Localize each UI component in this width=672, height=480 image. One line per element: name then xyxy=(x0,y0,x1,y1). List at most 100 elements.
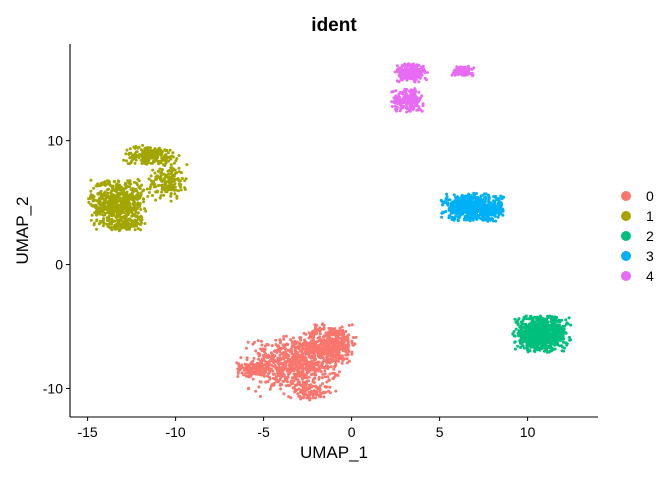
data-point xyxy=(489,203,493,207)
data-point xyxy=(402,95,406,99)
data-point xyxy=(340,361,344,365)
data-point xyxy=(124,224,128,228)
y-axis-label: UMAP_2 xyxy=(13,196,32,264)
data-point xyxy=(408,109,412,113)
data-point xyxy=(148,187,152,191)
data-point xyxy=(410,102,414,106)
data-point xyxy=(486,213,489,217)
legend-marker-2 xyxy=(621,231,631,241)
data-point xyxy=(239,356,243,360)
data-point xyxy=(472,205,476,209)
data-point xyxy=(488,205,492,209)
data-point xyxy=(180,176,184,180)
data-point xyxy=(133,228,137,232)
data-point xyxy=(110,228,114,232)
data-point xyxy=(173,182,177,186)
data-point xyxy=(330,358,334,362)
data-point xyxy=(412,77,416,81)
data-point xyxy=(103,207,106,211)
data-point xyxy=(170,154,174,158)
data-point xyxy=(344,343,348,347)
data-point xyxy=(101,195,104,199)
data-point xyxy=(454,195,458,199)
data-point xyxy=(527,348,531,352)
data-point xyxy=(544,324,547,327)
data-point xyxy=(244,371,248,375)
data-point xyxy=(540,341,544,344)
data-point xyxy=(298,336,302,340)
data-point xyxy=(543,328,547,332)
data-point xyxy=(128,197,131,201)
data-point xyxy=(287,395,291,399)
data-point xyxy=(500,207,504,211)
data-point xyxy=(530,333,534,337)
data-point xyxy=(154,198,158,202)
data-point xyxy=(460,67,464,71)
data-point xyxy=(499,201,503,205)
data-point xyxy=(248,367,251,371)
data-point xyxy=(291,386,295,390)
data-point xyxy=(397,96,400,100)
data-point xyxy=(177,182,181,186)
data-point xyxy=(170,188,174,192)
data-point xyxy=(140,183,144,187)
data-point xyxy=(497,202,501,206)
data-point xyxy=(251,377,255,381)
data-point xyxy=(117,220,121,224)
data-point xyxy=(529,336,533,340)
data-point xyxy=(140,218,144,222)
data-point xyxy=(327,330,331,334)
data-point xyxy=(494,196,498,200)
data-point xyxy=(424,78,428,82)
data-point xyxy=(277,362,281,366)
data-point xyxy=(125,190,129,194)
data-point xyxy=(314,330,318,334)
data-point xyxy=(493,202,497,206)
data-point xyxy=(401,98,405,102)
data-point xyxy=(414,90,417,94)
data-point xyxy=(531,318,535,322)
data-point xyxy=(304,340,308,344)
data-point xyxy=(490,211,493,215)
data-point xyxy=(172,188,176,192)
data-point xyxy=(282,361,286,365)
data-point xyxy=(296,374,300,377)
data-point xyxy=(513,340,517,344)
data-point xyxy=(292,369,296,373)
data-point xyxy=(246,387,250,391)
data-point xyxy=(465,216,469,220)
data-point xyxy=(169,199,173,203)
data-point xyxy=(322,334,326,338)
data-point xyxy=(408,68,412,72)
data-point xyxy=(411,108,415,111)
data-point xyxy=(284,360,288,363)
data-point xyxy=(522,322,526,326)
data-point xyxy=(268,387,272,391)
data-point xyxy=(321,360,325,364)
data-point xyxy=(405,110,409,114)
data-point xyxy=(421,66,425,70)
legend-marker-4 xyxy=(621,271,631,281)
data-point xyxy=(518,341,522,345)
data-point xyxy=(266,353,270,357)
data-point xyxy=(151,182,155,186)
data-point xyxy=(413,87,417,91)
data-point xyxy=(475,202,478,206)
data-point xyxy=(306,393,310,397)
data-point xyxy=(270,344,274,348)
data-point xyxy=(294,389,298,393)
data-point xyxy=(253,366,257,370)
data-point xyxy=(313,323,317,327)
data-point xyxy=(314,392,318,396)
data-point xyxy=(539,347,542,351)
data-point xyxy=(406,68,410,72)
data-point xyxy=(327,339,331,343)
data-point xyxy=(537,333,541,337)
data-point xyxy=(446,203,450,207)
data-point xyxy=(329,351,333,355)
data-point xyxy=(155,152,159,156)
data-point xyxy=(318,332,322,336)
data-point xyxy=(112,200,116,204)
